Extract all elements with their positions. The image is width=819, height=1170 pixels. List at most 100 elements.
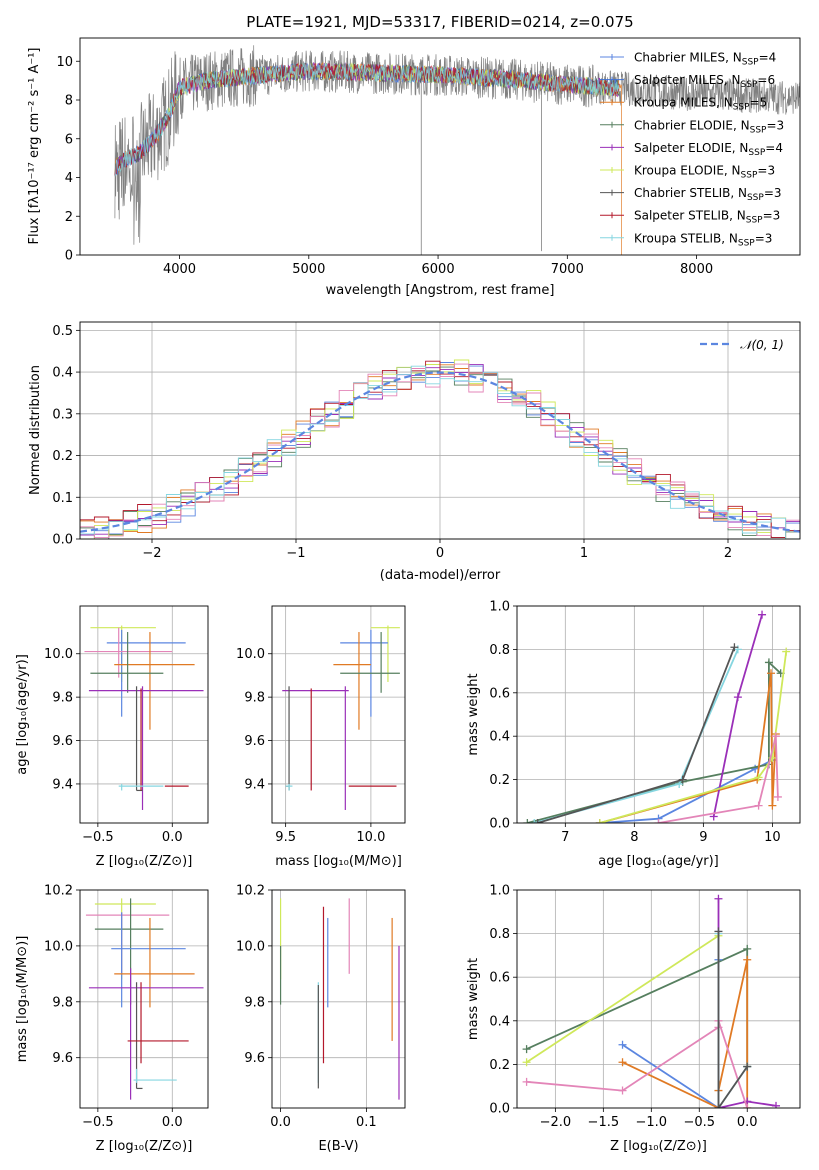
x-tick-label: 10 — [764, 830, 781, 845]
weight-line — [599, 651, 788, 823]
y-tick-label: 9.6 — [52, 1051, 73, 1066]
x-tick-label: 1 — [580, 546, 588, 561]
y-tick-label: 0.4 — [52, 366, 73, 381]
x-tick-label: 0.0 — [270, 1115, 291, 1130]
legend-label: Chabrier ELODIE, NSSP=3 — [634, 118, 784, 135]
x-tick-label: 10.0 — [356, 830, 385, 845]
y-tick-label: 10.0 — [236, 939, 265, 954]
weight-marker — [771, 732, 780, 741]
x-tick-label: 0.0 — [162, 830, 183, 845]
x-tick-label: 0.1 — [356, 1115, 377, 1130]
y-tick-label: 9.8 — [52, 995, 73, 1010]
normal-curve — [80, 371, 800, 533]
y-tick-label: 10.0 — [44, 647, 73, 662]
weight-marker — [754, 773, 763, 782]
x-tick-label: 6000 — [422, 262, 455, 277]
plot-area-mass-vs-Z — [85, 898, 204, 1100]
x-tick-label: 2 — [724, 546, 732, 561]
x-tick-label: 9.5 — [275, 830, 296, 845]
weight-marker — [730, 643, 739, 652]
y-tick-label: 10.0 — [44, 939, 73, 954]
weight-marker — [522, 1058, 531, 1067]
axes-frame — [79, 889, 209, 1109]
y-axis-label: mass weight — [466, 673, 481, 755]
y-axis-label: Normed distribution — [28, 365, 43, 495]
y-tick-label: 0.4 — [489, 730, 510, 745]
x-tick-label: −0.5 — [683, 1115, 715, 1130]
axes-residuals: −2 −1 0 1 2 0.0 0.1 0.2 0.3 0.4 0.5 — [52, 321, 801, 561]
y-tick-label: 9.4 — [244, 777, 265, 792]
weight-marker — [772, 1101, 781, 1108]
y-tick-label: 6 — [65, 132, 73, 147]
y-axis-label: age [log₁₀(age/yr)] — [15, 654, 30, 775]
y-tick-label: 0 — [65, 249, 73, 264]
y-tick-label: 10 — [56, 55, 73, 70]
x-tick-label: 8 — [630, 830, 638, 845]
weight-line — [599, 673, 777, 823]
weight-marker — [743, 955, 752, 964]
y-tick-label: 0.0 — [489, 817, 510, 832]
y-tick-label: 0.5 — [52, 324, 73, 339]
y-tick-label: 0.8 — [489, 927, 510, 942]
chart-title: PLATE=1921, MJD=53317, FIBERID=0214, z=0… — [246, 13, 633, 31]
x-tick-label: −2.0 — [540, 1115, 572, 1130]
y-tick-label: 1.0 — [489, 884, 510, 899]
legend-label: Kroupa MILES, NSSP=5 — [634, 96, 767, 113]
x-tick-label: −2 — [142, 546, 161, 561]
x-tick-label: −0.5 — [82, 830, 114, 845]
weight-line — [658, 735, 779, 823]
y-tick-label: 9.6 — [244, 734, 265, 749]
axes-frame — [79, 321, 801, 540]
axes-frame — [79, 605, 209, 824]
legend-label: Kroupa STELIB, NSSP=3 — [634, 231, 772, 248]
y-tick-label: 0.8 — [489, 643, 510, 658]
x-tick-label: −1.5 — [588, 1115, 620, 1130]
x-axis-label: wavelength [Angstrom, rest frame] — [326, 283, 555, 298]
axes-age-vs-Z: −0.5 0.0 9.4 9.6 9.8 10.0 — [44, 605, 209, 845]
y-axis-label: Flux [fλ10⁻¹⁷ erg cm⁻² s⁻¹ A⁻¹] — [27, 48, 42, 245]
weight-marker — [767, 669, 776, 678]
y-tick-label: 0.4 — [489, 1014, 510, 1029]
model-spectrum-line — [114, 62, 620, 177]
weight-marker — [618, 1086, 627, 1095]
axes-frame — [516, 605, 801, 824]
weight-marker — [714, 1104, 723, 1108]
axes-frame — [271, 605, 406, 824]
y-tick-label: 1.0 — [489, 600, 510, 615]
x-axis-label: Z [log₁₀(Z/Z⊙)] — [610, 1139, 707, 1154]
legend-label: Salpeter MILES, NSSP=6 — [634, 73, 775, 90]
y-tick-label: 9.8 — [244, 691, 265, 706]
plot-area-mass-vs-EBV — [279, 898, 400, 1100]
weight-marker — [743, 1062, 752, 1071]
axes-age-vs-mass: 9.5 10.0 9.4 9.6 9.8 10.0 — [236, 605, 406, 845]
weight-marker — [773, 792, 782, 801]
x-tick-label: 0.0 — [162, 1115, 183, 1130]
x-tick-label: 9 — [699, 830, 707, 845]
y-tick-label: 0.3 — [52, 407, 73, 422]
y-tick-label: 9.8 — [52, 691, 73, 706]
y-tick-label: 0.2 — [52, 449, 73, 464]
x-axis-label: Z [log₁₀(Z/Z⊙)] — [96, 1139, 193, 1154]
x-axis-label: mass [log₁₀(M/M⊙)] — [275, 854, 402, 869]
x-tick-label: 0.0 — [737, 1115, 758, 1130]
y-tick-label: 4 — [65, 171, 73, 186]
legend-label: Kroupa ELODIE, NSSP=3 — [634, 164, 775, 181]
x-tick-label: −1.0 — [636, 1115, 668, 1130]
weight-marker — [743, 1104, 752, 1108]
weight-marker — [768, 801, 777, 810]
axes-frame — [271, 889, 406, 1109]
y-tick-label: 2 — [65, 210, 73, 225]
x-tick-label: 8000 — [680, 262, 713, 277]
weight-marker — [523, 819, 532, 823]
x-tick-label: 4000 — [163, 262, 196, 277]
y-tick-label: 8 — [65, 94, 73, 109]
y-tick-label: 10.0 — [236, 647, 265, 662]
model-spectrum-line — [114, 62, 620, 177]
y-tick-label: 0.2 — [489, 773, 510, 788]
weight-marker — [530, 819, 539, 823]
plot-area-age-vs-Z — [84, 625, 204, 810]
model-spectrum-line — [114, 61, 622, 255]
weight-marker — [522, 1045, 531, 1054]
plot-area-residuals — [80, 359, 800, 539]
